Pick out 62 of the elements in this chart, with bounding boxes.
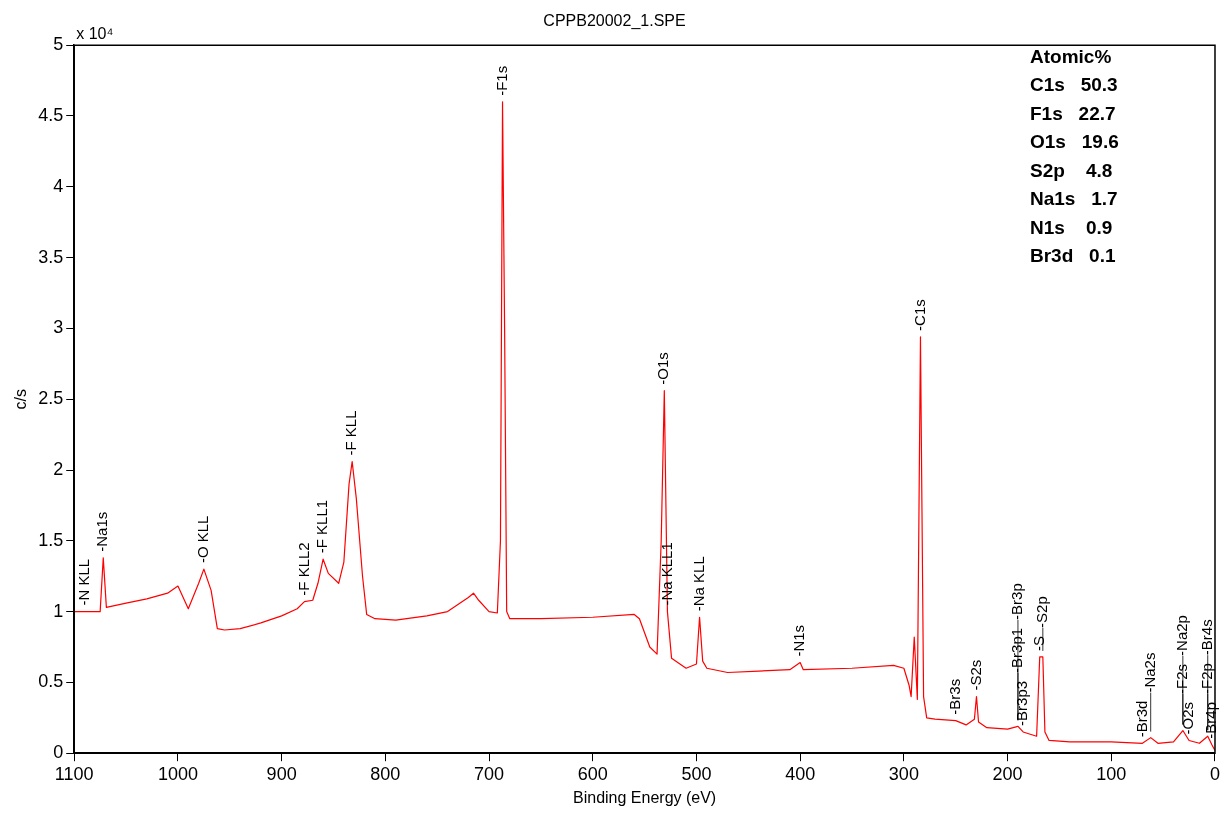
annotation: Br3d 0.1 — [1029, 245, 1116, 267]
annotation: -F KLL — [342, 410, 360, 456]
y-tick-label: 1 — [53, 600, 64, 621]
annotation: -Br3p3 — [1013, 680, 1031, 726]
x-tick-label: 400 — [785, 763, 816, 784]
annotation: -Br3p1 — [1008, 627, 1026, 673]
y-tick-label: 1.5 — [38, 529, 64, 550]
x-tick-label: 0 — [1209, 763, 1220, 784]
annotation: F1s 22.7 — [1029, 102, 1116, 124]
y-tick-label: 2.5 — [38, 388, 64, 409]
y-tick-label: 3 — [53, 317, 64, 338]
annotation: -Na KLL1 — [657, 542, 675, 606]
annotation: -Na KLL — [689, 556, 707, 612]
annotation: -F KLL2 — [294, 542, 312, 596]
x-axis-title: Binding Energy (eV) — [573, 788, 717, 806]
annotation: -S2p — [1032, 596, 1050, 628]
annotation: -Na2s — [1140, 652, 1158, 693]
annotation: -F1s — [492, 65, 510, 96]
annotation: O1s 19.6 — [1029, 131, 1119, 153]
annotation: S2p 4.8 — [1029, 159, 1113, 181]
annotation: -F2p — [1197, 663, 1215, 695]
annotation: -F KLL1 — [313, 499, 331, 554]
annotation: -O KLL — [194, 515, 211, 564]
annotation: -F2s — [1172, 663, 1190, 694]
annotation: -N1s — [790, 624, 808, 657]
annotation: -S — [1029, 635, 1047, 651]
annotation: -Br4p — [1202, 702, 1220, 739]
x-tick-label: 100 — [1096, 763, 1127, 784]
annotation: -Na1s — [93, 511, 111, 552]
annotation: N1s 0.9 — [1029, 216, 1113, 238]
x-tick-label: 1000 — [157, 763, 198, 784]
annotation: -Br3s — [945, 678, 963, 715]
annotation: -O1s — [654, 352, 672, 385]
x-tick-label: 600 — [577, 763, 608, 784]
annotation: -Br4s — [1197, 619, 1215, 656]
x-tick-label: 700 — [474, 763, 505, 784]
y-tick-label: 4 — [53, 175, 64, 196]
y-tick-label: 0 — [53, 742, 64, 763]
y-tick-label: 5 — [53, 34, 64, 55]
x-tick-label: 300 — [888, 763, 919, 784]
annotation: -S2s — [966, 659, 984, 691]
chart-title: CPPB20002_1.SPE — [543, 12, 686, 31]
y-tick-label: 4.5 — [38, 104, 64, 125]
y-axis-title: c/s — [12, 388, 30, 410]
y-tick-label: 2 — [53, 458, 64, 479]
x-tick-label: 900 — [266, 763, 297, 784]
annotation: -Br3d — [1132, 700, 1150, 738]
annotation: -Na2p — [1172, 615, 1190, 656]
x-tick-label: 500 — [681, 763, 712, 784]
annotation: Atomic% — [1029, 45, 1112, 67]
text: x 10⁴ — [76, 24, 114, 42]
y-tick-label: 3.5 — [38, 246, 64, 267]
annotation: -C1s — [910, 299, 928, 331]
annotation: -O2s — [1179, 701, 1197, 735]
x-tick-label: 200 — [992, 763, 1023, 784]
annotation: C1s 50.3 — [1029, 74, 1118, 96]
x-tick-label: 800 — [370, 763, 401, 784]
annotation: -Br3p — [1008, 583, 1026, 620]
annotation: -N KLL — [74, 558, 92, 606]
annotation: Na1s 1.7 — [1029, 188, 1118, 210]
x-tick-label: 1100 — [54, 763, 94, 784]
y-tick-label: 0.5 — [38, 671, 64, 692]
